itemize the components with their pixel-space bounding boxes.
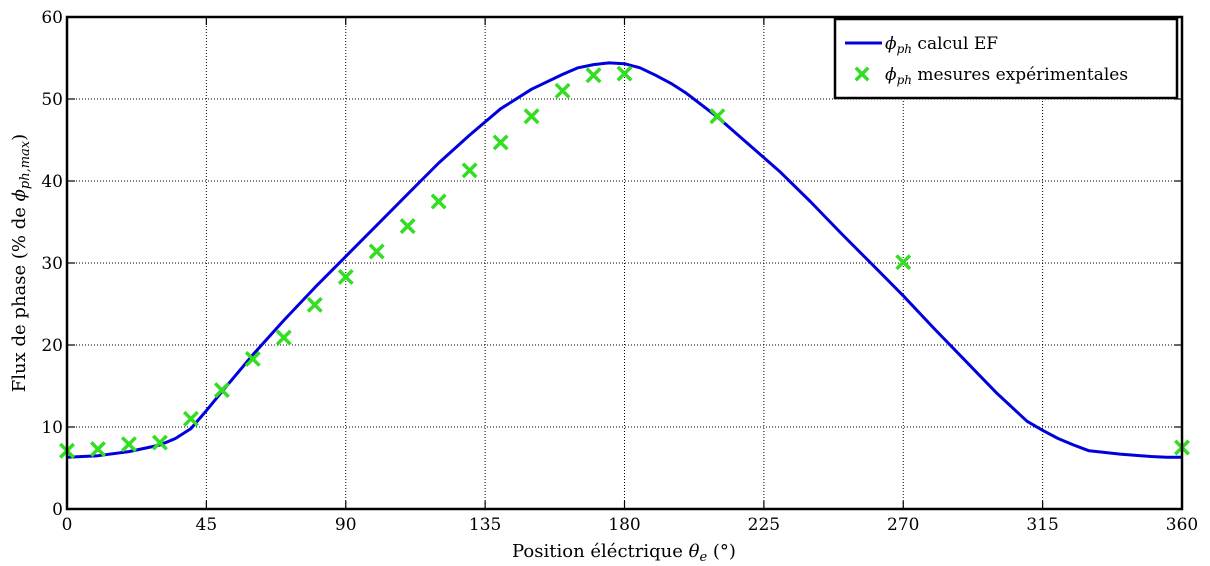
axis-ticks: 0 45 90 135 180 225 270 315 360 0 10 20 30 40 50 60	[41, 8, 1198, 535]
y-tick-label: 60	[41, 8, 63, 28]
data-point-mesure	[709, 108, 726, 125]
data-point-mesure	[430, 193, 447, 210]
series-line-calcul-ef	[66, 61, 1182, 459]
y-tick-label: 40	[41, 172, 63, 192]
data-point-mesure	[182, 410, 199, 427]
data-point-mesure	[399, 218, 416, 235]
x-tick-label: 90	[335, 515, 357, 535]
legend-entry-mesures: ϕph mesures expérimentales	[885, 65, 1128, 87]
x-tick-label: 135	[469, 515, 501, 535]
y-tick-label: 20	[41, 336, 63, 356]
data-point-mesure	[554, 82, 571, 99]
y-tick-label: 10	[41, 418, 63, 438]
x-tick-label: 180	[608, 515, 640, 535]
data-point-mesure	[461, 162, 478, 179]
x-tick-label: 45	[196, 515, 218, 535]
legend: ϕph calcul EF ϕph mesures expérimentales	[833, 17, 1179, 100]
y-tick-label: 0	[52, 500, 63, 520]
data-point-mesure	[120, 436, 137, 453]
data-point-mesure	[492, 134, 509, 151]
y-tick-label: 30	[41, 254, 63, 274]
data-point-mesure	[523, 108, 540, 125]
data-point-mesure	[368, 243, 385, 260]
legend-entry-calcul: ϕph calcul EF	[885, 34, 998, 56]
data-point-mesure	[275, 329, 292, 346]
data-point-mesure	[585, 67, 602, 84]
x-tick-label: 270	[887, 515, 919, 535]
data-point-mesure	[616, 65, 633, 82]
x-tick-label: 360	[1166, 515, 1198, 535]
x-tick-label: 315	[1026, 515, 1058, 535]
x-tick-label: 0	[62, 515, 73, 535]
y-tick-label: 50	[41, 90, 63, 110]
legend-box	[833, 17, 1179, 100]
data-point-mesure	[89, 441, 106, 458]
data-point-mesure	[895, 254, 912, 271]
data-point-mesure	[244, 350, 261, 367]
legend-cross-marker	[854, 66, 870, 82]
data-point-mesure	[213, 382, 230, 399]
x-axis-label: Position éléctrique θe (°)	[512, 541, 736, 565]
data-point-mesure	[151, 434, 168, 451]
x-tick-label: 225	[748, 515, 780, 535]
data-point-mesure	[306, 296, 323, 313]
series-layer	[59, 61, 1190, 459]
y-axis-label: Flux de phase (% de ϕph,max)	[9, 134, 33, 392]
data-point-mesure	[337, 268, 354, 285]
